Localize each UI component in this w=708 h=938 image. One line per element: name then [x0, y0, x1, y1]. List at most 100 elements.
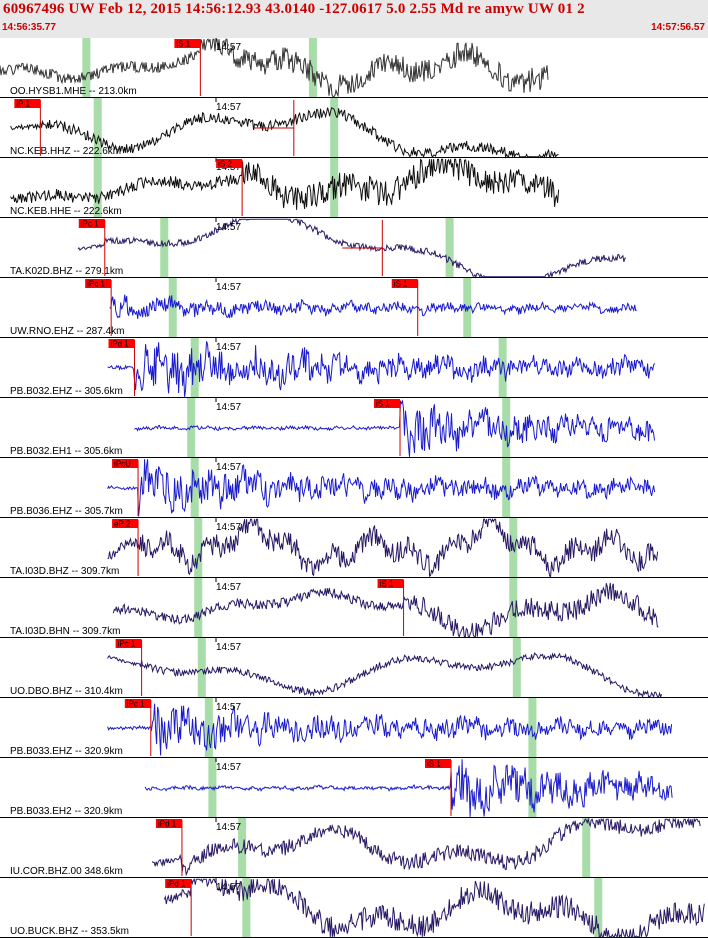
waveform-line — [107, 341, 656, 397]
phase-pick-label: iS 1 — [427, 760, 441, 769]
trace-row: 14:57 iPcU PB.B036.EHZ -- 305.7km — [0, 458, 708, 518]
minute-tick-label: 14:57 — [216, 642, 241, 653]
phase-window-band — [82, 38, 91, 98]
phase-pick-flag[interactable] — [85, 279, 112, 288]
minute-tick-label: 14:57 — [216, 882, 241, 893]
phase-window-band — [190, 458, 199, 518]
phase-pick-label: iP 1 — [16, 100, 30, 109]
minute-tick-label: 14:57 — [216, 822, 241, 833]
phase-pick-label: iS 2 — [218, 160, 232, 169]
header-bar: 60967496 UW Feb 12, 2015 14:56:12.93 43.… — [0, 0, 708, 38]
phase-window-band — [238, 818, 247, 878]
minute-tick-label: 14:57 — [216, 342, 241, 353]
trace-row: 14:57 iP 1 NC.KEB.HHZ -- 222.6km — [0, 98, 708, 159]
waveform-line — [107, 517, 659, 578]
phase-pick-label: iPd 1 — [158, 820, 177, 829]
waveform-line — [107, 459, 656, 517]
phase-pick-flag[interactable] — [216, 159, 243, 168]
phase-pick-flag[interactable] — [374, 399, 401, 408]
station-label: TA.I03D.BHN -- 309.7km — [10, 626, 120, 637]
station-label: PB.B032.EHZ -- 305.6km — [10, 386, 123, 397]
window-end-time: 14:57:56.57 — [651, 22, 705, 33]
phase-pick-flag[interactable] — [78, 219, 105, 228]
phase-pick-label: iPc 1 — [81, 220, 99, 229]
phase-pick-flag[interactable] — [112, 519, 139, 528]
waveform-line — [107, 703, 673, 756]
waveform-line — [144, 759, 673, 817]
waveform-line — [10, 158, 560, 210]
phase-window-band — [93, 158, 102, 218]
phase-pick-flag[interactable] — [108, 339, 135, 348]
phase-pick-flag[interactable] — [424, 759, 451, 768]
station-label: TA.K02D.BHZ -- 279.1km — [10, 266, 123, 277]
waveform-line — [134, 399, 655, 457]
phase-pick-flag[interactable] — [115, 639, 142, 648]
minute-tick-label: 14:57 — [216, 582, 241, 593]
seismogram-panel[interactable]: 14:57 iS 1 OO.HYSB1.MHE -- 213.0km 14:57 iP … — [0, 38, 708, 938]
event-title: 60967496 UW Feb 12, 2015 14:56:12.93 43.… — [3, 1, 585, 17]
phase-pick-label: iPcU — [114, 460, 131, 469]
phase-window-band — [582, 818, 591, 878]
station-label: OO.HYSB1.MHE -- 213.0km — [10, 86, 137, 97]
station-label: IU.COR.BHZ.00 348.6km — [10, 866, 123, 877]
phase-pick-label: iS 1 — [380, 580, 394, 589]
station-label: PB.B033.EHZ -- 320.9km — [10, 746, 123, 757]
station-label: UW.RNO.EHZ -- 287.4km — [10, 326, 124, 337]
phase-pick-flag[interactable] — [377, 579, 404, 588]
waveform-line — [0, 38, 549, 98]
phase-window-band — [168, 278, 177, 338]
window-start-time: 14:56:35.77 — [2, 22, 56, 33]
phase-window-band — [509, 578, 518, 638]
waveform-line — [109, 294, 637, 319]
phase-window-band — [498, 338, 507, 398]
trace-row: 14:57 iPc 1 UO.DBO.BHZ -- 310.4km — [0, 638, 708, 699]
station-label: NC.KEB.HHE -- 222.6km — [10, 206, 122, 217]
phase-pick-label: eP 2 — [114, 520, 131, 529]
phase-window-band — [187, 398, 196, 458]
minute-tick-label: 14:57 — [216, 222, 241, 233]
waveform-line — [10, 107, 559, 159]
phase-pick-flag[interactable] — [391, 279, 418, 288]
trace-row: 14:57 iPc 1 PB.B033.EHZ -- 320.9km — [0, 698, 708, 758]
minute-tick-label: 14:57 — [216, 102, 241, 113]
phase-pick-flag[interactable] — [112, 459, 139, 468]
trace-row: 14:57 iPc 1 iS 1 UW.RNO.EHZ -- 287.4km — [0, 278, 708, 338]
station-label: PB.B033.EH2 -- 320.9km — [10, 806, 122, 817]
minute-tick-label: 14:57 — [216, 522, 241, 533]
trace-row: 14:57 iS 1 OO.HYSB1.MHE -- 213.0km — [0, 38, 708, 98]
phase-window-band — [512, 638, 521, 698]
phase-pick-flag[interactable] — [174, 39, 201, 48]
phase-pick-label: iPd 1 — [111, 340, 130, 349]
trace-row: 14:57 iS 1 TA.I03D.BHN -- 309.7km — [0, 578, 708, 639]
phase-pick-label: iPd 1 — [167, 880, 186, 889]
phase-pick-label: iS 1 — [376, 400, 390, 409]
trace-row: 14:57 iPd 1 PB.B032.EHZ -- 305.6km — [0, 338, 708, 398]
station-label: UO.DBO.BHZ -- 310.4km — [10, 686, 123, 697]
phase-pick-flag[interactable] — [124, 699, 151, 708]
phase-pick-flag[interactable] — [165, 879, 192, 888]
trace-row: 14:57 iPd 1 UO.BUCK.BHZ -- 353.5km — [0, 878, 708, 938]
phase-pick-label: iS 1 — [176, 40, 190, 49]
minute-tick-label: 14:57 — [216, 42, 241, 53]
phase-window-band — [330, 98, 339, 158]
minute-tick-label: 14:57 — [216, 702, 241, 713]
phase-pick-label: iS 1 — [394, 280, 408, 289]
phase-pick-label: iPc 1 — [87, 280, 105, 289]
waveform-line — [107, 651, 663, 699]
waveform-line — [112, 582, 659, 639]
phase-pick-label: iPc 1 — [127, 700, 145, 709]
trace-row: 14:57 iPc 1 TA.K02D.BHZ -- 279.1km — [0, 217, 708, 279]
station-label: PB.B036.EHZ -- 305.7km — [10, 506, 123, 517]
trace-row: 14:57 eP 2 TA.I03D.BHZ -- 309.7km — [0, 517, 708, 578]
phase-pick-flag[interactable] — [14, 99, 41, 108]
phase-window-band — [194, 578, 203, 638]
trace-row: 14:57 iPd 1 IU.COR.BHZ.00 348.6km — [0, 817, 708, 878]
phase-window-band — [194, 518, 203, 578]
station-label: PB.B032.EH1 -- 305.6km — [10, 446, 122, 457]
phase-window-band — [308, 38, 317, 98]
trace-row: 14:57 iS 1 PB.B032.EH1 -- 305.6km — [0, 398, 708, 458]
phase-pick-flag[interactable] — [155, 819, 182, 828]
minute-tick-label: 14:57 — [216, 402, 241, 413]
waveform-line — [163, 878, 705, 938]
